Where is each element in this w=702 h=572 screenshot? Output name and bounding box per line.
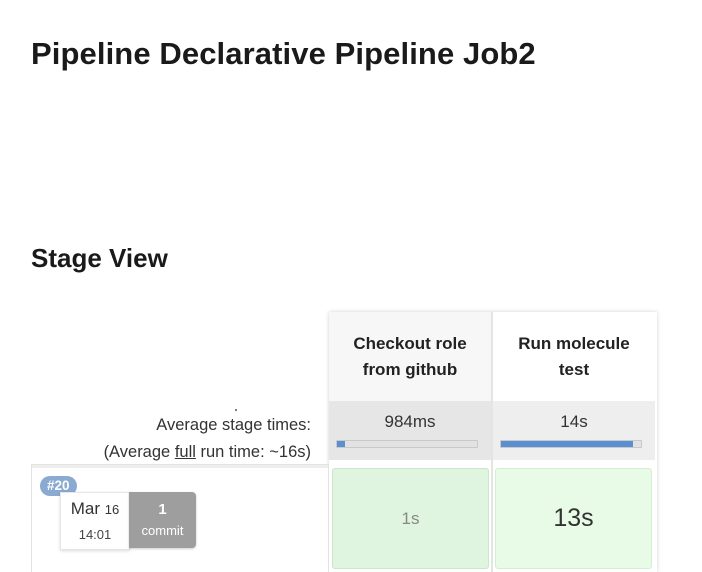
column-divider xyxy=(491,312,493,572)
avg-time-progress-fill xyxy=(501,441,633,447)
commit-count-button[interactable]: 1 commit xyxy=(129,492,196,548)
full-run-suffix: run time: ~16s) xyxy=(195,443,311,461)
build-row: #20 Mar 16 14:01 1 commit xyxy=(31,464,329,572)
run-cell-molecule-test[interactable]: 13s xyxy=(495,468,652,569)
commit-count: 1 xyxy=(158,501,167,518)
run-duration: 13s xyxy=(553,504,594,532)
build-time: 14:01 xyxy=(78,527,112,542)
average-full-run-time: (Average full run time: ~16s) xyxy=(104,439,311,466)
stage-header-checkout[interactable]: Checkout role from github xyxy=(329,312,491,401)
average-times-label: Average stage times: (Average full run t… xyxy=(104,412,311,466)
avg-time-progress-bar xyxy=(500,440,642,448)
average-stage-times-text: Average stage times: xyxy=(156,416,311,434)
page-title: Pipeline Declarative Pipeline Job2 xyxy=(31,36,536,71)
build-date: Mar 16 14:01 xyxy=(60,492,130,550)
avg-time-progress-fill xyxy=(337,441,346,447)
avg-time-molecule-test: 14s xyxy=(493,401,655,460)
build-day: 16 xyxy=(104,502,120,517)
stage-grid: Checkout role from github Run molecule t… xyxy=(329,312,657,572)
stage-view-title: Stage View xyxy=(31,243,168,273)
avg-time-value: 984ms xyxy=(384,412,436,431)
build-date-month-day: Mar 16 xyxy=(61,499,129,519)
build-number-badge[interactable]: #20 xyxy=(40,476,77,496)
run-duration: 1s xyxy=(401,508,420,528)
commit-label: commit xyxy=(141,523,184,538)
full-run-link[interactable]: full xyxy=(174,443,196,461)
decorative-dot xyxy=(235,409,237,411)
avg-time-progress-bar xyxy=(336,440,478,448)
build-month: Mar xyxy=(70,499,101,518)
stage-header-molecule-test[interactable]: Run molecule test xyxy=(493,312,655,401)
run-cell-checkout[interactable]: 1s xyxy=(332,468,489,569)
avg-time-value: 14s xyxy=(560,412,588,431)
full-run-prefix: (Average xyxy=(103,443,175,461)
avg-time-checkout: 984ms xyxy=(329,401,491,460)
